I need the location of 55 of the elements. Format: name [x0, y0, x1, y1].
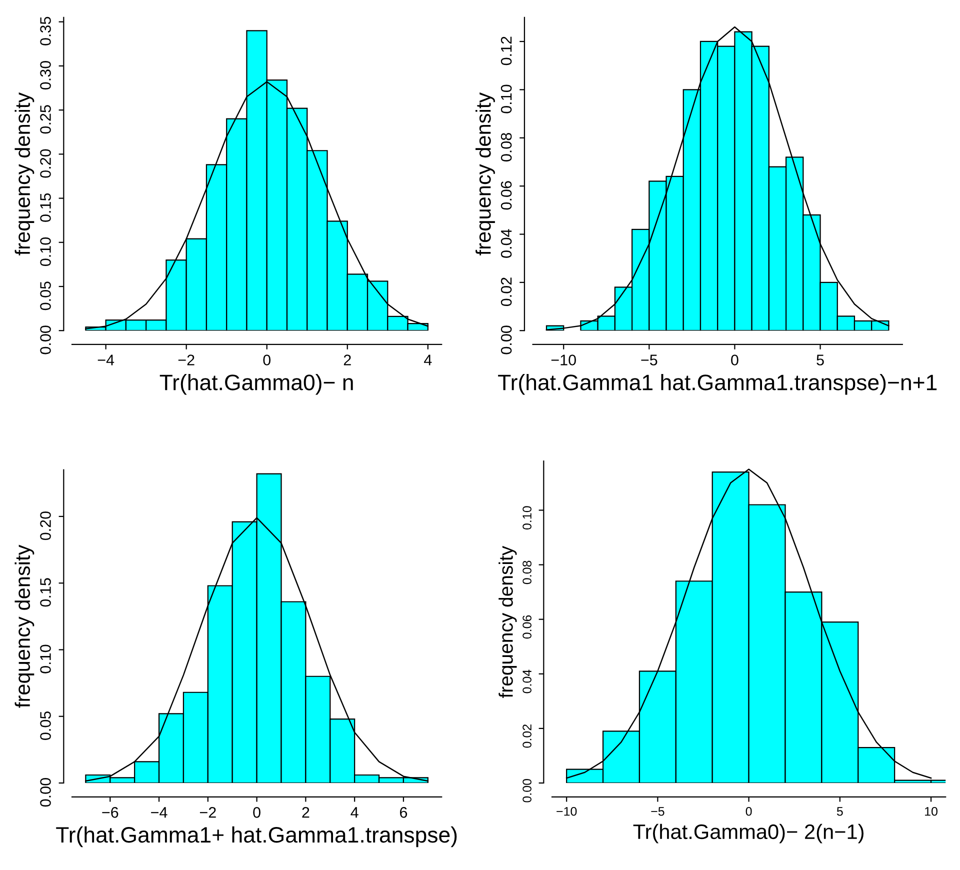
y-tick-label: 0.06 [500, 181, 512, 210]
x-tick-label: 10 [925, 806, 938, 816]
y-axis-title: frequency density [476, 92, 495, 256]
x-tick-label: −10 [551, 354, 576, 366]
x-tick-label: −5 [641, 354, 658, 366]
y-tick-label: 0.00 [500, 326, 512, 354]
y-tick-label: 0.06 [522, 615, 532, 639]
x-axis-title: Tr(hat.Gamma1 hat.Gamma1.transpse)−n+1 [498, 374, 937, 395]
y-tick-label: 0.15 [40, 578, 51, 607]
x-tick-label: 4 [424, 354, 432, 366]
y-tick-label: 0.04 [500, 229, 512, 258]
y-tick-label: 0.05 [40, 711, 51, 740]
y-tick-label: 0.30 [40, 60, 51, 90]
y-axis-title: frequency density [14, 544, 34, 708]
x-tick-label: 0 [253, 807, 260, 818]
y-tick-label: 0.20 [40, 149, 51, 178]
x-tick-label: −6 [102, 807, 118, 818]
x-tick-label: −5 [651, 807, 664, 816]
y-tick-label: 0.10 [522, 506, 532, 530]
x-tick-label: 0 [263, 354, 271, 366]
y-tick-label: 0.35 [40, 16, 51, 46]
y-tick-label: 0.25 [40, 105, 51, 134]
y-axis-title: frequency density [498, 546, 517, 698]
x-axis-title: Tr(hat.Gamma0)− 2(n−1) [633, 824, 864, 844]
y-tick-label: 0.10 [500, 84, 512, 114]
x-tick-label: 6 [400, 807, 408, 818]
y-tick-label: 0.08 [500, 132, 512, 162]
x-axis-title: Tr(hat.Gamma1+ hat.Gamma1.transpse) [56, 826, 457, 848]
x-tick-label: 2 [302, 807, 310, 818]
x-tick-label: 5 [836, 807, 843, 816]
x-axis-title: Tr(hat.Gamma0)− n [160, 374, 353, 395]
x-tick-label: −2 [178, 354, 194, 366]
x-tick-label: −4 [98, 354, 114, 366]
y-tick-label: 0.02 [500, 278, 512, 306]
x-tick-label: −4 [151, 807, 168, 818]
x-tick-label: −2 [200, 807, 216, 818]
x-tick-label: 0 [746, 806, 752, 816]
y-tick-label: 0.04 [522, 670, 532, 694]
y-tick-label: 0.10 [40, 237, 51, 266]
y-tick-label: 0.15 [40, 193, 51, 222]
y-tick-label: 0.00 [522, 778, 532, 802]
y-tick-label: 0.12 [500, 36, 512, 66]
x-tick-label: 2 [344, 354, 351, 366]
y-axis-title: frequency density [14, 92, 34, 256]
y-tick-label: 0.00 [40, 778, 51, 807]
x-tick-label: −10 [556, 806, 577, 816]
y-tick-label: 0.00 [40, 326, 51, 354]
x-tick-label: 0 [731, 354, 738, 366]
y-tick-label: 0.20 [40, 512, 51, 540]
y-tick-label: 0.05 [40, 282, 51, 310]
x-tick-label: 5 [816, 354, 824, 366]
y-tick-label: 0.02 [522, 724, 532, 748]
x-tick-label: 4 [350, 807, 358, 818]
y-tick-label: 0.10 [40, 644, 51, 674]
y-tick-label: 0.08 [522, 560, 532, 584]
